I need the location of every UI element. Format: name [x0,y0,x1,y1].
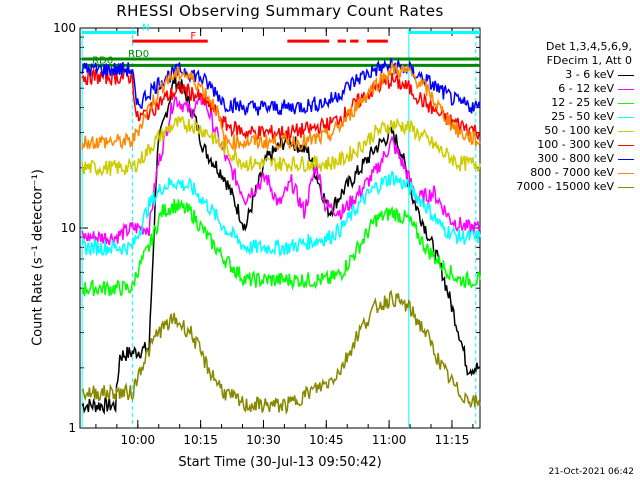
series-line-4 [81,115,481,177]
x-tick-label: 10:30 [246,433,281,447]
flag-label-rd0: RD0 [128,49,149,60]
y-tick-label: 1 [68,421,76,435]
legend-entry: 50 - 100 keV [486,124,636,138]
chart-title: RHESSI Observing Summary Count Rates [116,2,444,20]
legend-swatch [618,130,634,132]
legend-label: 100 - 300 keV [537,138,614,151]
y-tick-label: 10 [61,221,76,235]
series-line-8 [81,289,481,415]
series-line-6 [81,57,481,116]
series-line-3 [81,170,481,258]
legend-label: 300 - 800 keV [537,152,614,165]
legend-label: 800 - 7000 keV [530,166,614,179]
y-axis-title: Count Rate (s⁻¹ detector⁻¹) [30,169,46,346]
legend-entry: 12 - 25 keV [486,96,636,110]
legend-swatch [618,186,634,188]
series-line-5 [81,66,481,142]
flag-label-rd6: RD6 [92,55,113,66]
legend-swatch [618,88,634,90]
legend-header-line-2: FDecim 1, Att 0 [546,54,632,67]
legend-label: 7000 - 15000 keV [516,180,614,193]
legend-entry: 25 - 50 keV [486,110,636,124]
legend-entry: 6 - 12 keV [486,82,636,96]
legend-swatch [618,74,634,76]
x-tick-label: 10:45 [309,433,344,447]
series-line-2 [81,198,481,298]
legend-label: 50 - 100 keV [544,124,614,137]
legend-swatch [618,144,634,146]
x-tick-label: 11:00 [372,433,407,447]
legend-header-line-1: Det 1,3,4,5,6,9, [545,40,632,53]
series-line-7 [81,62,481,153]
y-tick-label: 100 [53,21,76,35]
legend-label: 6 - 12 keV [558,82,614,95]
x-tick-label: 10:15 [183,433,218,447]
flag-label-n: N [142,22,149,33]
series-line-0 [81,73,481,415]
flag-label-f: F [190,31,196,42]
x-tick-label: 10:00 [121,433,156,447]
legend-swatch [618,102,634,104]
legend-entry: 800 - 7000 keV [486,166,636,180]
legend-swatch [618,116,634,118]
legend-label: 3 - 6 keV [565,68,614,81]
legend-label: 25 - 50 keV [551,110,614,123]
legend: Det 1,3,4,5,6,9, FDecim 1, Att 0 3 - 6 k… [486,40,636,194]
x-tick-label: 11:15 [435,433,470,447]
legend-entry: 3 - 6 keV [486,68,636,82]
legend-label: 12 - 25 keV [551,96,614,109]
legend-entry: 7000 - 15000 keV [486,180,636,194]
legend-entry: 100 - 300 keV [486,138,636,152]
legend-swatch [618,172,634,174]
legend-entry: 300 - 800 keV [486,152,636,166]
x-axis-title: Start Time (30-Jul-13 09:50:42) [178,455,382,470]
legend-swatch [618,158,634,160]
generated-timestamp: 21-Oct-2021 06:42 [548,467,634,477]
